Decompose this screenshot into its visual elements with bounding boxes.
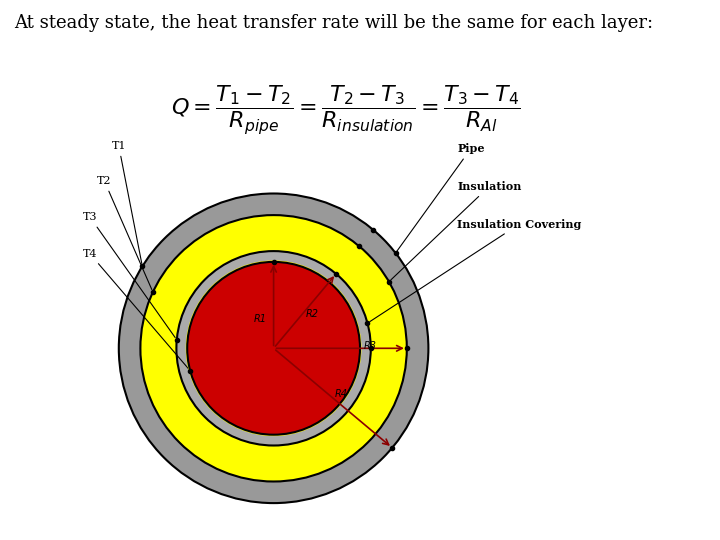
Ellipse shape (186, 260, 361, 436)
Text: T2: T2 (97, 176, 152, 289)
Ellipse shape (140, 215, 407, 482)
Text: Insulation: Insulation (391, 181, 521, 280)
Text: Insulation Covering: Insulation Covering (370, 219, 582, 322)
Text: R1: R1 (254, 314, 267, 324)
Text: R2: R2 (306, 308, 319, 319)
Text: T4: T4 (83, 249, 189, 369)
Ellipse shape (176, 251, 371, 446)
Ellipse shape (119, 193, 428, 503)
Text: $Q = \dfrac{T_1 - T_2}{R_{pipe}} = \dfrac{T_2 - T_3}{R_{insulation}} = \dfrac{T_: $Q = \dfrac{T_1 - T_2}{R_{pipe}} = \dfra… (171, 84, 521, 137)
Text: R3: R3 (364, 341, 377, 350)
Text: T3: T3 (83, 212, 175, 338)
Text: R4: R4 (335, 389, 348, 399)
Text: At steady state, the heat transfer rate will be the same for each layer:: At steady state, the heat transfer rate … (14, 14, 654, 31)
Ellipse shape (187, 262, 360, 435)
Text: T1: T1 (112, 141, 142, 264)
Text: Pipe: Pipe (397, 143, 485, 251)
